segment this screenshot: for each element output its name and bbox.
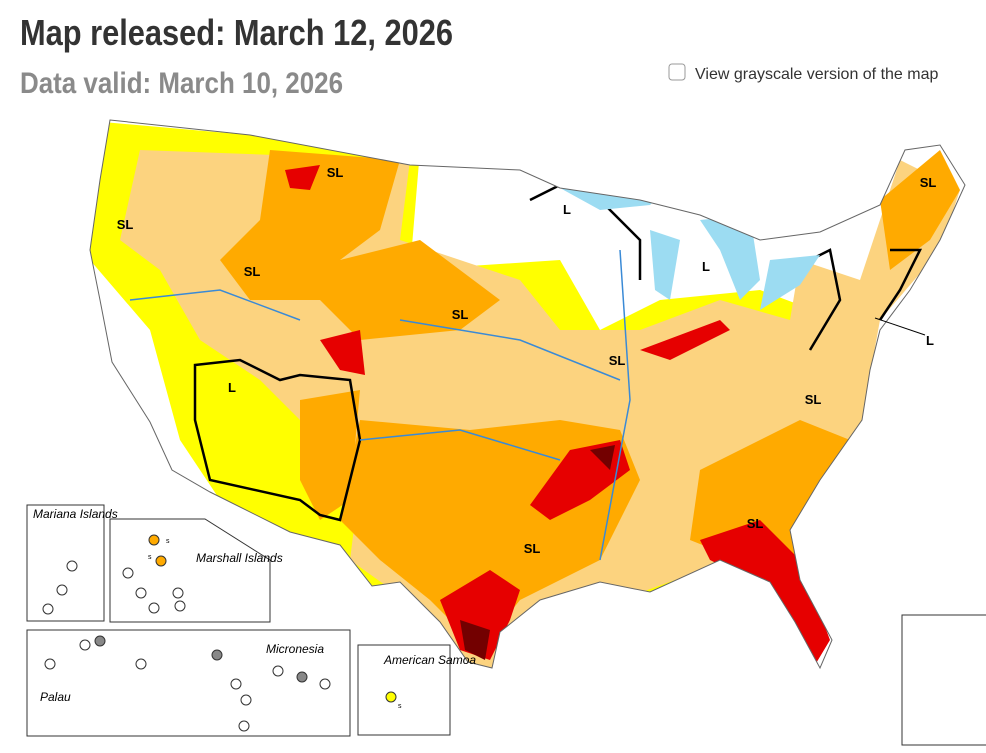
impact-label: SL [920, 175, 937, 190]
insets [26, 504, 986, 746]
impact-label: L [228, 380, 236, 395]
inset-label: Micronesia [266, 642, 324, 656]
inset-mark: s [166, 538, 170, 545]
inset-label: American Samoa [383, 653, 476, 667]
inset-label: Palau [40, 690, 71, 704]
impact-label: SL [327, 165, 344, 180]
drought-map [90, 120, 965, 668]
inset-label: Marshall Islands [196, 551, 283, 565]
impact-label: SL [452, 307, 469, 322]
impact-label: SL [747, 516, 764, 531]
impact-label: SL [609, 353, 626, 368]
leader-line [874, 317, 926, 336]
title: Map released: March 12, 2026 [20, 12, 453, 53]
grayscale-label[interactable]: View grayscale version of the map [695, 66, 938, 83]
inset-mark: s [148, 554, 152, 561]
inset-label: Mariana Islands [33, 507, 118, 521]
inset-mark: s [398, 703, 402, 710]
impact-label: L [926, 333, 934, 348]
impact-label: L [702, 259, 710, 274]
impact-label: SL [805, 392, 822, 407]
impact-label: SL [117, 217, 134, 232]
grayscale-checkbox[interactable] [668, 63, 686, 81]
subtitle: Data valid: March 10, 2026 [20, 67, 343, 100]
impact-label: SL [244, 264, 261, 279]
impact-label: SL [524, 541, 541, 556]
us-outline [89, 119, 966, 670]
impact-label: L [563, 202, 571, 217]
